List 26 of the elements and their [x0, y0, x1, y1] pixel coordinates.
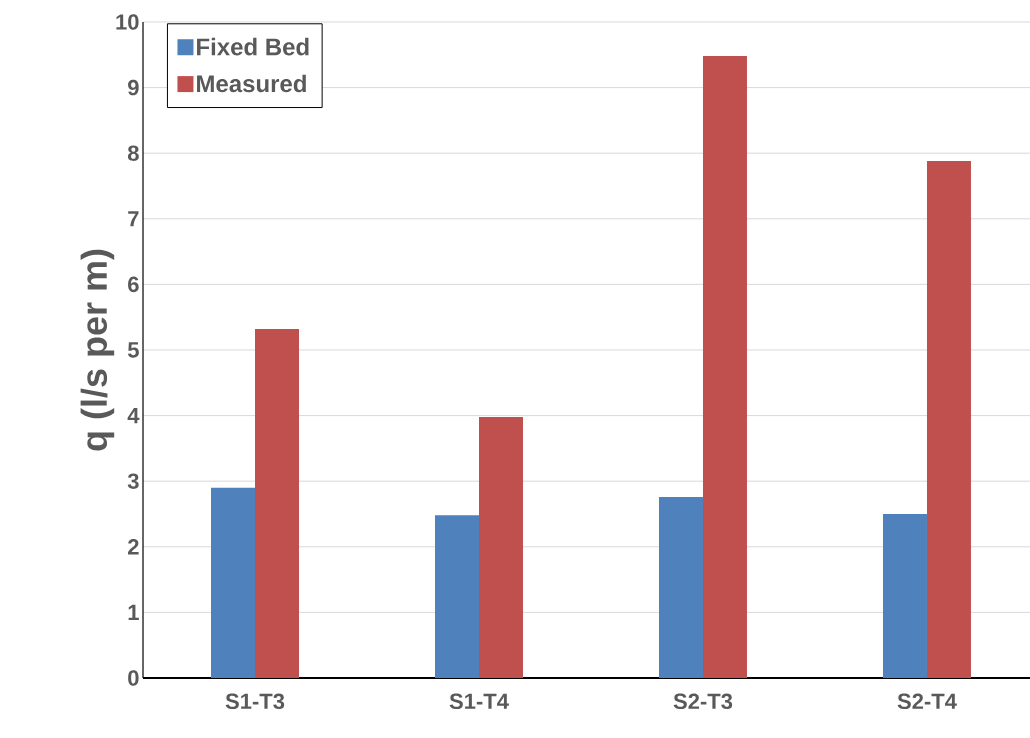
x-tick-label: S1-T3 — [225, 693, 285, 710]
x-tick-label: S1-T4 — [449, 693, 509, 710]
x-tick-label: S2-T3 — [673, 693, 733, 710]
bar — [926, 161, 971, 678]
y-tick-label: 2 — [128, 539, 139, 555]
y-tick-label: 5 — [127, 342, 139, 358]
y-tick-label: 9 — [128, 79, 139, 96]
y-tick-label: 4 — [127, 408, 140, 424]
legend-label: Measured — [197, 74, 306, 93]
y-axis-title: q (l/s per m) — [80, 249, 115, 451]
bar — [658, 496, 703, 678]
y-tick-label: 8 — [127, 145, 139, 161]
bar — [882, 513, 927, 678]
y-tick-label: 7 — [128, 211, 139, 227]
x-tick-label: S2-T4 — [897, 693, 957, 710]
bar — [434, 515, 479, 678]
y-tick-label: 1 — [128, 604, 139, 620]
y-tick-label: 0 — [128, 670, 139, 686]
y-tick-label: 6 — [128, 276, 139, 293]
bar — [211, 487, 255, 678]
bar — [702, 56, 747, 678]
y-tick-label: 3 — [127, 473, 139, 489]
bar — [478, 416, 523, 678]
bar — [255, 328, 299, 678]
legend-label: Fixed Bed — [197, 37, 309, 56]
y-tick-label: 10 — [116, 14, 139, 30]
